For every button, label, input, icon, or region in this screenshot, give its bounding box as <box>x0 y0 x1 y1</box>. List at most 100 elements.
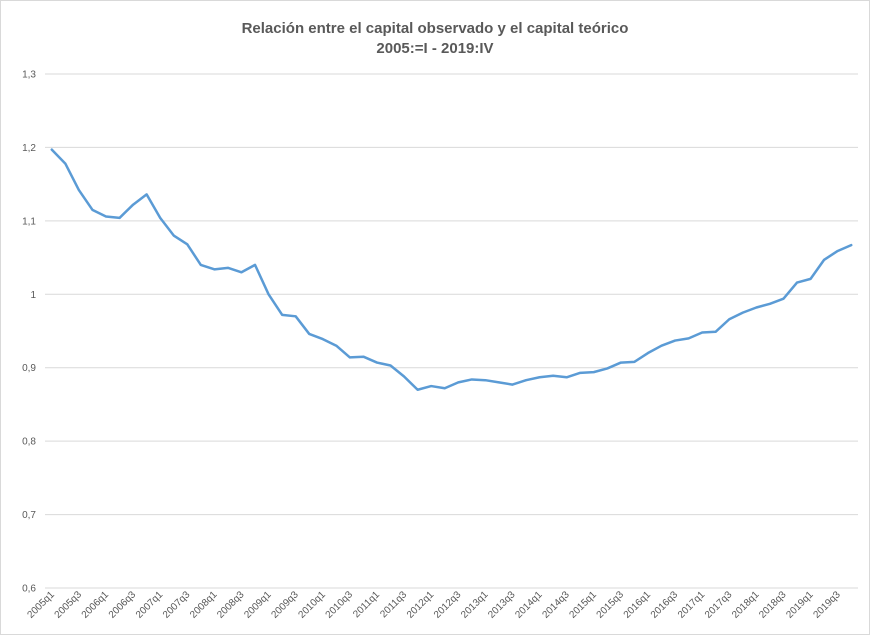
y-tick-label: 1,2 <box>22 143 36 154</box>
y-tick-label: 0,8 <box>22 437 36 448</box>
data-point <box>714 330 717 333</box>
data-point <box>254 263 257 266</box>
x-tick-label: 2013q1 <box>459 589 491 621</box>
data-point <box>308 332 311 335</box>
x-tick-label: 2008q3 <box>215 589 247 621</box>
data-point <box>823 258 826 261</box>
data-point <box>646 352 649 355</box>
data-point <box>91 208 94 211</box>
chart-title-block: Relación entre el capital observado y el… <box>0 19 870 59</box>
data-point <box>348 356 351 359</box>
data-point <box>796 281 799 284</box>
data-point <box>430 385 433 388</box>
x-tick-label: 2013q3 <box>486 589 518 621</box>
data-point <box>267 293 270 296</box>
x-tick-label: 2010q3 <box>324 589 356 621</box>
data-point <box>497 381 500 384</box>
data-point <box>118 216 121 219</box>
y-tick-label: 0,9 <box>22 363 36 374</box>
data-point <box>850 244 853 247</box>
data-point <box>132 203 135 206</box>
y-axis: 0,6 0,7 0,8 0,9 1 1,1 1,2 1,3 <box>22 70 36 595</box>
data-point <box>565 376 568 379</box>
chart-title: Relación entre el capital observado y el… <box>241 20 629 37</box>
data-point <box>199 263 202 266</box>
x-tick-label: 2012q3 <box>432 589 464 621</box>
x-tick-label: 2011q1 <box>351 589 382 620</box>
series-line <box>50 148 853 391</box>
data-point <box>755 306 758 309</box>
chart-subtitle: 2005:=I - 2019:IV <box>376 40 494 57</box>
x-tick-label: 2009q3 <box>269 589 301 621</box>
data-point <box>728 318 731 321</box>
data-point <box>281 313 284 316</box>
x-tick-label: 2019q1 <box>784 589 816 621</box>
data-point <box>741 311 744 314</box>
data-point <box>443 387 446 390</box>
x-tick-label: 2018q1 <box>730 589 762 621</box>
x-tick-label: 2009q1 <box>242 589 274 621</box>
data-point <box>50 148 53 151</box>
data-point <box>213 268 216 271</box>
x-tick-label: 2015q3 <box>595 589 627 621</box>
y-tick-label: 1,1 <box>22 216 36 227</box>
data-point <box>619 361 622 364</box>
x-tick-label: 2007q3 <box>161 589 193 621</box>
x-tick-label: 2014q3 <box>540 589 572 621</box>
y-tick-label: 0,7 <box>22 510 36 521</box>
gridlines <box>45 73 858 589</box>
data-point <box>470 378 473 381</box>
x-tick-label: 2006q3 <box>107 589 139 621</box>
data-point <box>104 215 107 218</box>
data-point <box>552 374 555 377</box>
x-tick-label: 2018q3 <box>757 589 789 621</box>
x-tick-label: 2019q3 <box>811 589 843 621</box>
data-point <box>809 277 812 280</box>
data-point <box>782 297 785 300</box>
data-point <box>687 337 690 340</box>
data-point <box>186 243 189 246</box>
data-point <box>701 331 704 334</box>
x-axis: 2005q12005q32006q12006q32007q12007q32008… <box>26 589 844 621</box>
data-point <box>64 162 67 165</box>
data-point <box>484 379 487 382</box>
data-point <box>457 381 460 384</box>
data-point <box>674 339 677 342</box>
x-tick-label: 2017q3 <box>703 589 735 621</box>
x-tick-label: 2016q1 <box>622 589 654 621</box>
data-point <box>375 361 378 364</box>
data-point <box>592 371 595 374</box>
y-tick-label: 1 <box>30 290 36 301</box>
data-point <box>159 216 162 219</box>
data-point <box>836 249 839 252</box>
plot-area <box>50 148 853 391</box>
data-point <box>606 367 609 370</box>
x-tick-label: 2016q3 <box>649 589 681 621</box>
data-point <box>226 266 229 269</box>
x-tick-label: 2006q1 <box>80 589 112 621</box>
data-point <box>321 338 324 341</box>
data-point <box>538 376 541 379</box>
data-point <box>240 271 243 274</box>
data-point <box>660 344 663 347</box>
x-tick-label: 2007q1 <box>134 589 166 621</box>
x-tick-label: 2005q3 <box>53 589 85 621</box>
data-point <box>579 371 582 374</box>
x-tick-label: 2017q1 <box>676 589 708 621</box>
x-tick-label: 2008q1 <box>188 589 220 621</box>
data-point <box>335 344 338 347</box>
data-point <box>389 364 392 367</box>
data-point <box>77 189 80 192</box>
x-tick-label: 2014q1 <box>513 589 545 621</box>
y-tick-label: 1,3 <box>22 70 36 81</box>
data-point <box>403 375 406 378</box>
x-tick-label: 2015q1 <box>568 589 600 621</box>
y-tick-label: 0,6 <box>22 584 36 595</box>
data-point <box>145 193 148 196</box>
data-point <box>172 234 175 237</box>
data-point <box>294 315 297 318</box>
data-point <box>768 302 771 305</box>
data-point <box>525 379 528 382</box>
